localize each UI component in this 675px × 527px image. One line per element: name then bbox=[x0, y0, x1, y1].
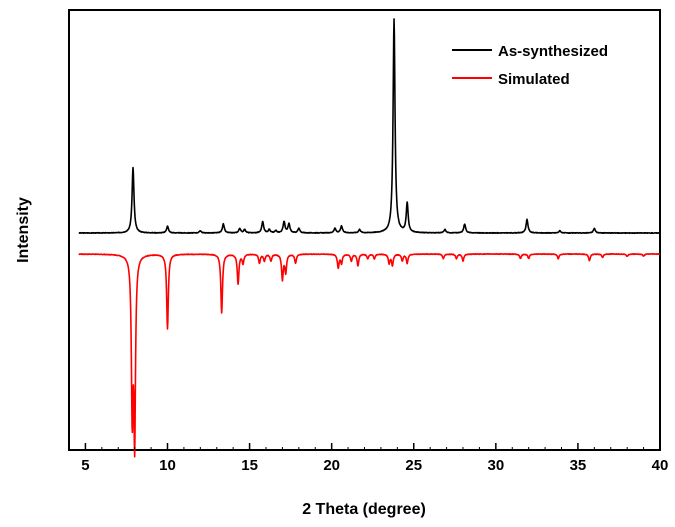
x-tick-label: 25 bbox=[405, 457, 422, 474]
x-tick-label: 30 bbox=[487, 457, 504, 474]
series-line-as-synthesized bbox=[78, 18, 661, 235]
y-axis-title: Intensity bbox=[15, 197, 32, 263]
legend-label-simulated: Simulated bbox=[498, 71, 570, 88]
plot-frame bbox=[68, 9, 661, 451]
x-tick-label: 35 bbox=[570, 457, 587, 474]
series-line-simulated bbox=[78, 252, 661, 458]
x-tick-label: 40 bbox=[652, 457, 669, 474]
x-axis-title: 2 Theta (degree) bbox=[302, 501, 426, 518]
legend: As-synthesized Simulated bbox=[452, 43, 608, 88]
x-axis-ticks: 5 10 15 20 25 30 35 40 bbox=[81, 443, 668, 474]
x-tick-label: 10 bbox=[159, 457, 176, 474]
x-tick-label: 5 bbox=[81, 457, 89, 474]
x-tick-label: 20 bbox=[323, 457, 340, 474]
series-layer bbox=[78, 18, 661, 458]
legend-label-as-synthesized: As-synthesized bbox=[498, 43, 608, 60]
x-tick-label: 15 bbox=[241, 457, 258, 474]
